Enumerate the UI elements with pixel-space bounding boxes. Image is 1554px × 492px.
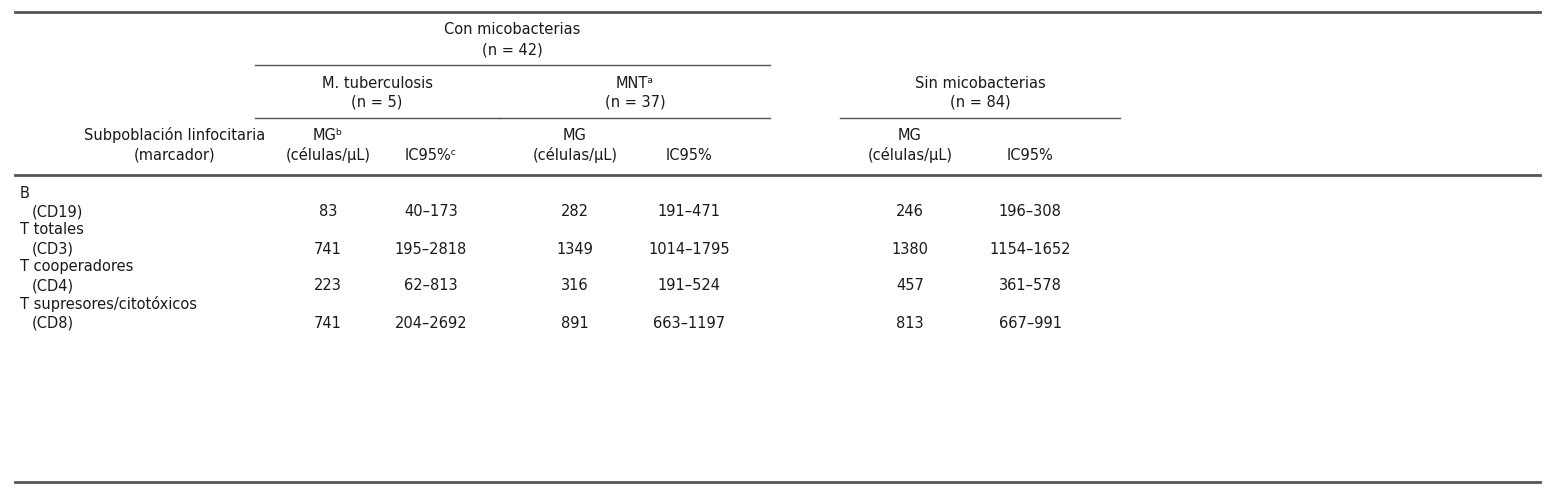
Text: MG: MG (898, 127, 922, 143)
Text: Con micobacterias: Con micobacterias (444, 23, 580, 37)
Text: 62–813: 62–813 (404, 278, 458, 294)
Text: T supresores/citotóxicos: T supresores/citotóxicos (20, 296, 197, 312)
Text: 40–173: 40–173 (404, 205, 458, 219)
Text: 282: 282 (561, 205, 589, 219)
Text: T cooperadores: T cooperadores (20, 259, 134, 275)
Text: (CD8): (CD8) (33, 315, 75, 331)
Text: IC95%: IC95% (1007, 148, 1054, 162)
Text: 246: 246 (897, 205, 925, 219)
Text: MNTᵃ: MNTᵃ (615, 75, 654, 91)
Text: (n = 84): (n = 84) (949, 94, 1010, 110)
Text: 223: 223 (314, 278, 342, 294)
Text: 741: 741 (314, 242, 342, 256)
Text: (CD3): (CD3) (33, 242, 75, 256)
Text: 361–578: 361–578 (999, 278, 1061, 294)
Text: IC95%: IC95% (665, 148, 712, 162)
Text: MG: MG (563, 127, 587, 143)
Text: IC95%ᶜ: IC95%ᶜ (406, 148, 457, 162)
Text: 891: 891 (561, 315, 589, 331)
Text: (células/μL): (células/μL) (533, 147, 617, 163)
Text: 1014–1795: 1014–1795 (648, 242, 730, 256)
Text: (células/μL): (células/μL) (286, 147, 370, 163)
Text: 1154–1652: 1154–1652 (990, 242, 1071, 256)
Text: 196–308: 196–308 (999, 205, 1061, 219)
Text: (CD4): (CD4) (33, 278, 75, 294)
Text: (CD19): (CD19) (33, 205, 84, 219)
Text: 316: 316 (561, 278, 589, 294)
Text: 1349: 1349 (556, 242, 594, 256)
Text: 741: 741 (314, 315, 342, 331)
Text: 204–2692: 204–2692 (395, 315, 468, 331)
Text: (células/μL): (células/μL) (867, 147, 953, 163)
Text: (n = 5): (n = 5) (351, 94, 402, 110)
Text: T totales: T totales (20, 222, 84, 238)
Text: Sin micobacterias: Sin micobacterias (915, 75, 1046, 91)
Text: (n = 42): (n = 42) (482, 42, 542, 58)
Text: M. tuberculosis: M. tuberculosis (322, 75, 432, 91)
Text: 195–2818: 195–2818 (395, 242, 468, 256)
Text: 191–471: 191–471 (657, 205, 721, 219)
Text: 813: 813 (897, 315, 923, 331)
Text: 667–991: 667–991 (999, 315, 1061, 331)
Text: 663–1197: 663–1197 (653, 315, 726, 331)
Text: (marcador): (marcador) (134, 148, 216, 162)
Text: 191–524: 191–524 (657, 278, 721, 294)
Text: B: B (20, 185, 30, 201)
Text: MGᵇ: MGᵇ (312, 127, 343, 143)
Text: 457: 457 (897, 278, 925, 294)
Text: 1380: 1380 (892, 242, 928, 256)
Text: Subpoblación linfocitaria: Subpoblación linfocitaria (84, 127, 266, 143)
Text: 83: 83 (319, 205, 337, 219)
Text: (n = 37): (n = 37) (605, 94, 665, 110)
